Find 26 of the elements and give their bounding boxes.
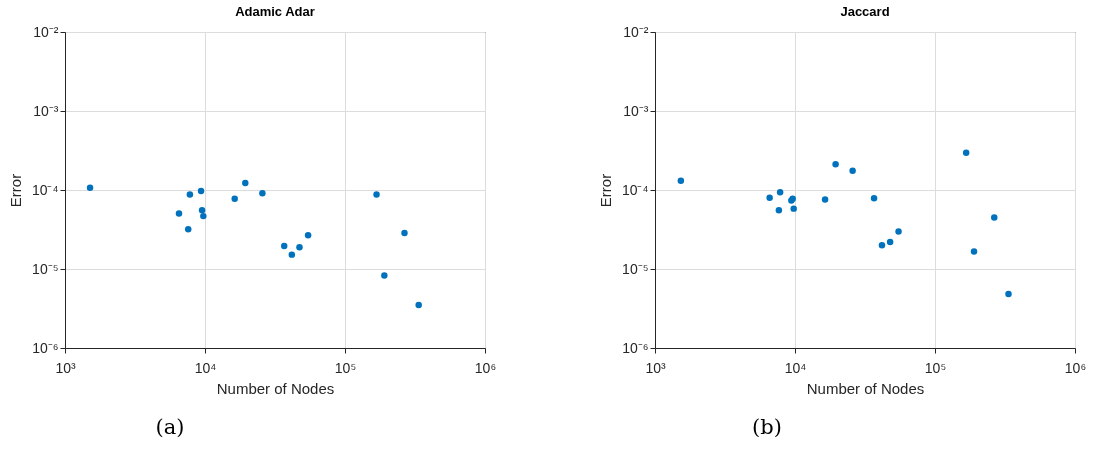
x-axis-title: Number of Nodes <box>806 379 925 397</box>
y-tick-label: 10⁻⁶ <box>622 339 649 356</box>
y-tick-label: 10⁻² <box>623 23 649 40</box>
x-tick-label: 10³ <box>55 359 76 376</box>
y-tick-label: 10⁻² <box>33 23 59 40</box>
text: (b) <box>751 415 783 439</box>
y-tick-label: 10⁻⁶ <box>32 339 59 356</box>
x-tick-label: 10⁵ <box>924 359 947 376</box>
x-tick-label: 10⁴ <box>194 359 217 376</box>
x-tick-label: 10⁵ <box>334 359 357 376</box>
x-tick-label: 10³ <box>645 359 666 376</box>
y-axis-title: Error <box>596 173 614 208</box>
y-axis-title: Error <box>6 173 24 208</box>
chart-title: Jaccard <box>840 4 890 19</box>
x-axis-title: Number of Nodes <box>216 379 335 397</box>
chart-title: Adamic Adar <box>235 4 315 19</box>
y-tick-label: 10⁻⁵ <box>32 260 59 277</box>
text: (a) <box>154 415 186 439</box>
y-tick-label: 10⁻³ <box>33 102 59 119</box>
y-tick-label: 10⁻³ <box>623 102 649 119</box>
x-tick-label: 10⁴ <box>784 359 807 376</box>
x-tick-label: 10⁶ <box>1064 359 1087 376</box>
y-tick-label: 10⁻⁴ <box>31 181 59 198</box>
x-tick-label: 10⁶ <box>474 359 497 376</box>
y-tick-label: 10⁻⁵ <box>622 260 649 277</box>
y-tick-label: 10⁻⁴ <box>621 181 649 198</box>
